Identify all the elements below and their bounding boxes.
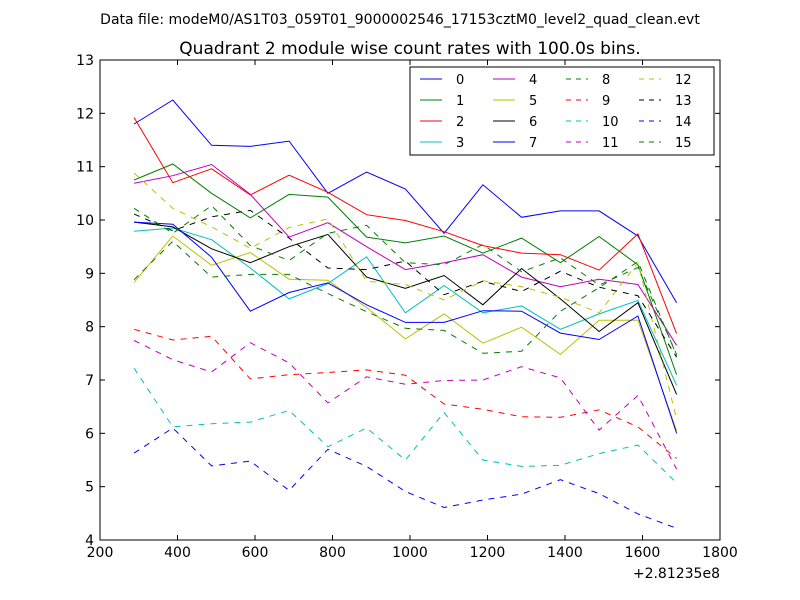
legend-label-2: 2 xyxy=(456,115,464,130)
series-line-10 xyxy=(133,368,677,484)
y-tick-label: 13 xyxy=(76,53,94,69)
y-tick-label: 12 xyxy=(76,106,94,122)
chart-title: Quadrant 2 module wise count rates with … xyxy=(179,39,640,59)
series-line-8 xyxy=(133,240,678,356)
legend-label-15: 15 xyxy=(675,136,692,151)
series-line-0 xyxy=(133,99,678,303)
x-tick-label: 1200 xyxy=(470,545,506,561)
series-line-1 xyxy=(133,163,678,375)
legend-label-6: 6 xyxy=(529,115,537,130)
x-tick-label: 200 xyxy=(87,545,114,561)
series-line-3 xyxy=(134,227,678,386)
x-tick-label: 1000 xyxy=(392,545,428,561)
series-line-7 xyxy=(134,221,678,434)
x-tick-label: 1800 xyxy=(702,545,738,561)
legend-label-3: 3 xyxy=(456,136,464,151)
series-line-5 xyxy=(133,235,678,431)
y-tick-label: 8 xyxy=(85,320,94,336)
series-line-12 xyxy=(133,172,678,420)
axis-ticks: 200 400 600 800 1000 1200 1400 1600 180045678910… xyxy=(76,53,738,561)
series-line-13 xyxy=(133,209,678,358)
legend-label-13: 13 xyxy=(675,94,692,109)
legend-label-9: 9 xyxy=(602,94,610,109)
series-line-11 xyxy=(133,340,678,470)
legend-label-11: 11 xyxy=(602,136,619,151)
y-tick-label: 10 xyxy=(76,213,94,229)
series-line-9 xyxy=(133,328,677,459)
y-tick-label: 6 xyxy=(85,426,94,442)
x-tick-label: 1600 xyxy=(625,545,661,561)
legend-label-12: 12 xyxy=(675,73,692,88)
y-tick-label: 5 xyxy=(85,480,94,496)
legend-label-14: 14 xyxy=(675,115,692,130)
y-tick-label: 11 xyxy=(76,160,94,176)
series-line-15 xyxy=(133,204,678,355)
series-line-14 xyxy=(133,427,677,529)
series-layer xyxy=(133,99,678,529)
x-axis-offset: +2.81235e8 xyxy=(633,566,720,582)
legend-label-0: 0 xyxy=(456,73,464,88)
series-line-2 xyxy=(133,117,678,334)
legend-label-7: 7 xyxy=(529,136,537,151)
x-tick-label: 400 xyxy=(164,545,191,561)
series-line-6 xyxy=(134,221,678,395)
legend-label-5: 5 xyxy=(529,94,537,109)
series-line-4 xyxy=(134,163,678,346)
x-tick-label: 600 xyxy=(242,545,269,561)
x-tick-label: 1400 xyxy=(547,545,583,561)
y-tick-label: 9 xyxy=(85,266,94,282)
legend-box xyxy=(409,66,715,156)
x-tick-label: 800 xyxy=(319,545,346,561)
legend-label-8: 8 xyxy=(602,73,610,88)
legend-label-10: 10 xyxy=(602,115,619,130)
data-file-label: Data file: modeM0/AS1T03_059T01_90000025… xyxy=(100,12,700,28)
legend-label-1: 1 xyxy=(456,94,464,109)
legend-label-4: 4 xyxy=(529,73,537,88)
y-tick-label: 4 xyxy=(85,533,94,549)
y-tick-label: 7 xyxy=(85,373,94,389)
